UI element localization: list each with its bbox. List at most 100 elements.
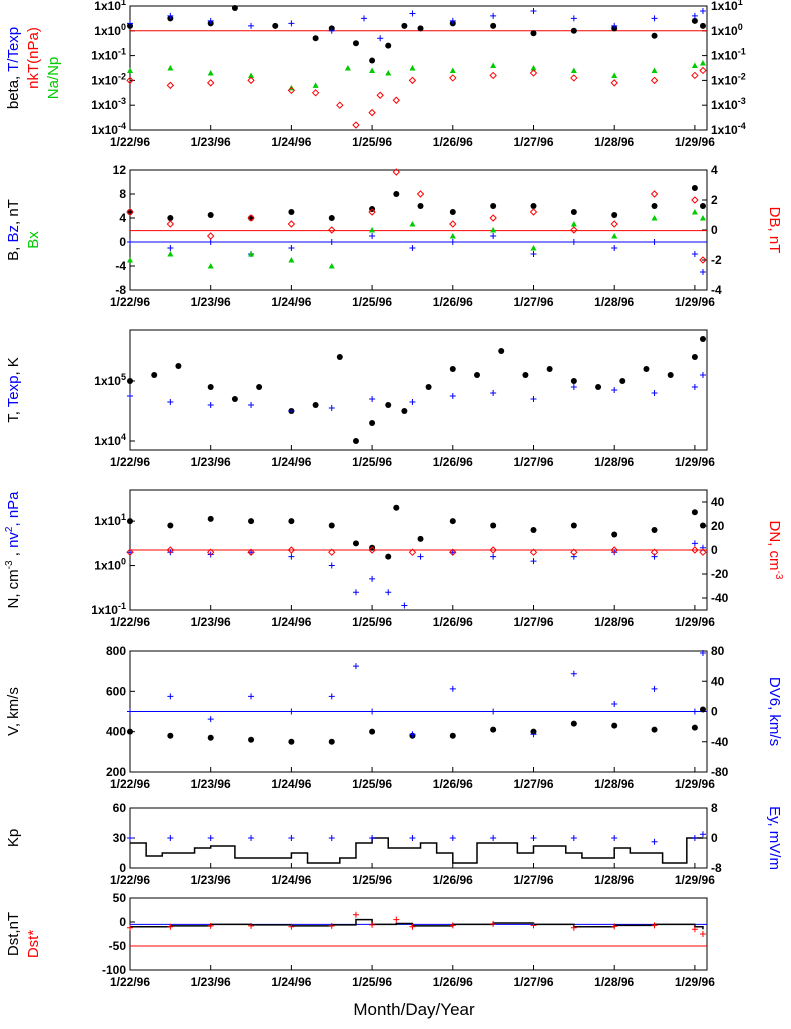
data-point (368, 546, 376, 554)
data-point (167, 923, 174, 930)
x-tick-label: 1/28/96 (594, 975, 634, 989)
y-tick-label-right: 0 (711, 543, 718, 557)
x-tick-label: 1/28/96 (594, 455, 634, 469)
y-tick-label-right: 1x101 (711, 0, 743, 13)
y-axis-label-right-p2-text: DB, nT (766, 207, 783, 254)
data-point (288, 518, 295, 525)
data-point (699, 60, 706, 66)
data-point (611, 722, 618, 729)
data-point (691, 926, 698, 933)
data-point (328, 835, 335, 841)
data-point (352, 911, 359, 918)
data-point (328, 239, 335, 245)
data-point (651, 390, 658, 396)
y-axis-label-right-p4-text: DN, cm-3 (766, 521, 784, 580)
series-0 (127, 706, 706, 745)
data-point (385, 42, 392, 49)
data-point (449, 685, 456, 692)
data-point (611, 212, 618, 218)
data-point (369, 575, 376, 582)
x-tick-label: 1/26/96 (433, 777, 473, 791)
data-point (288, 245, 295, 251)
y-tick-label-right: 0 (711, 831, 718, 845)
data-point (651, 67, 658, 73)
data-point (691, 708, 698, 715)
data-point (610, 220, 618, 228)
data-point (449, 17, 456, 24)
data-point (610, 79, 618, 87)
y-tick-label-right: 8 (711, 801, 718, 815)
x-tick-label: 1/24/96 (271, 455, 311, 469)
y-axis-label2-p7-text: Dst* (25, 930, 42, 959)
y-tick-label-right: -40 (711, 735, 729, 749)
data-point (393, 504, 400, 511)
data-point (167, 12, 174, 19)
data-point (691, 724, 698, 731)
data-point (546, 366, 553, 372)
data-point (207, 734, 214, 741)
data-point (651, 922, 658, 929)
data-point (530, 30, 537, 37)
data-point (385, 402, 392, 408)
data-point (449, 233, 456, 239)
data-point (570, 835, 577, 841)
y-axis-label-p1: beta, T/Texp (5, 27, 22, 109)
data-point (328, 922, 335, 929)
y-tick-label: 600 (106, 684, 126, 698)
data-point (530, 7, 537, 14)
y-tick-label: 8 (119, 187, 126, 201)
data-point (699, 66, 707, 75)
data-point (611, 22, 618, 29)
data-point (376, 91, 384, 99)
series-3 (126, 168, 707, 264)
data-point (352, 40, 359, 47)
y-axis-label2-p7: Dst* (25, 930, 42, 959)
y-axis-label-right-p6-text: Ey, mV/m (766, 806, 783, 870)
data-point (166, 81, 175, 90)
data-point (167, 251, 174, 257)
data-point (570, 209, 577, 215)
x-tick-label: 1/23/96 (191, 777, 231, 791)
data-point (409, 10, 416, 17)
x-tick-label: 1/29/96 (675, 975, 715, 989)
data-point (611, 835, 618, 841)
y-tick-label-right: -4 (711, 283, 722, 297)
series-0 (127, 5, 706, 64)
data-point (248, 22, 255, 29)
x-tick-label: 1/22/96 (110, 135, 150, 149)
x-tick-label: 1/25/96 (352, 777, 392, 791)
data-point (369, 57, 376, 64)
data-point (385, 553, 392, 560)
data-point (530, 396, 537, 402)
y-tick-label: 50 (113, 891, 127, 905)
data-point (417, 553, 424, 560)
data-point (127, 67, 133, 73)
data-point (651, 203, 658, 209)
data-point (529, 69, 538, 77)
x-tick-label: 1/26/96 (433, 135, 473, 149)
data-point (127, 549, 133, 556)
data-point (247, 76, 255, 85)
series-0 (127, 504, 706, 560)
y-tick-label-right: 0 (711, 705, 718, 719)
data-point (288, 408, 295, 414)
data-point (699, 7, 706, 14)
data-point (595, 384, 602, 390)
x-tick-label: 1/28/96 (594, 777, 634, 791)
data-point (127, 708, 133, 715)
data-point (570, 226, 578, 234)
data-point (151, 372, 158, 378)
y-tick-label: 1x104 (94, 432, 126, 448)
x-tick-label: 1/29/96 (675, 873, 715, 887)
data-point (207, 212, 214, 218)
y-tick-label: -8 (115, 283, 126, 297)
x-tick-label: 1/27/96 (513, 295, 553, 309)
data-point (691, 540, 698, 547)
y-axis-label-right-p6: Ey, mV/m (766, 806, 783, 870)
data-point (288, 835, 295, 841)
panel-p6: 0 30 60 -8 0 8 1/22/96 1/23/96 1/24/96 1/25/96 1/2… (110, 801, 722, 887)
data-point (409, 65, 416, 71)
y-tick-label-right: 1x10-2 (711, 71, 746, 87)
